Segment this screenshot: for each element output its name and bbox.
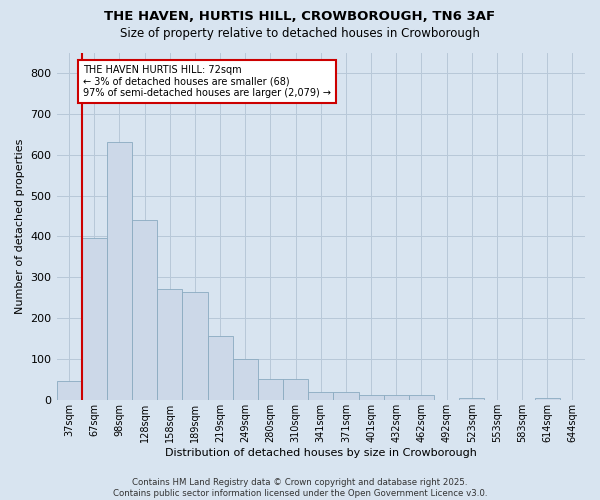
Bar [308,392,334,400]
Bar [233,359,258,400]
Y-axis label: Number of detached properties: Number of detached properties [15,138,25,314]
Text: THE HAVEN, HURTIS HILL, CROWBOROUGH, TN6 3AF: THE HAVEN, HURTIS HILL, CROWBOROUGH, TN6… [104,10,496,23]
Bar [459,398,484,400]
Bar [157,290,182,400]
X-axis label: Distribution of detached houses by size in Crowborough: Distribution of detached houses by size … [165,448,477,458]
Text: THE HAVEN HURTIS HILL: 72sqm
← 3% of detached houses are smaller (68)
97% of sem: THE HAVEN HURTIS HILL: 72sqm ← 3% of det… [83,65,331,98]
Bar [82,238,107,400]
Bar [535,398,560,400]
Text: Contains HM Land Registry data © Crown copyright and database right 2025.
Contai: Contains HM Land Registry data © Crown c… [113,478,487,498]
Bar [383,395,409,400]
Bar [56,382,82,400]
Bar [409,395,434,400]
Bar [107,142,132,400]
Text: Size of property relative to detached houses in Crowborough: Size of property relative to detached ho… [120,28,480,40]
Bar [283,378,308,400]
Bar [258,378,283,400]
Bar [334,392,359,400]
Bar [208,336,233,400]
Bar [182,292,208,400]
Bar [132,220,157,400]
Bar [359,395,383,400]
